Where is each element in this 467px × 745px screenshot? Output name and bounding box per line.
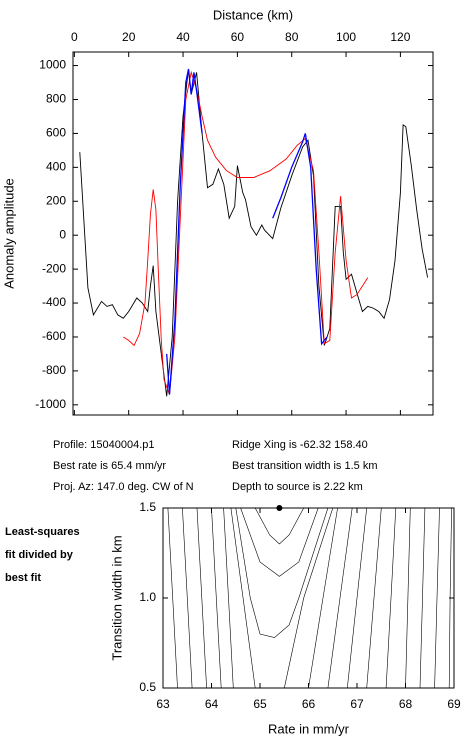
x-tick-label: 60 — [231, 30, 245, 44]
y-tick-label: -400 — [42, 295, 66, 309]
y-tick-label: -600 — [42, 329, 66, 343]
contour-line — [196, 507, 207, 689]
y-axis-label: Transition width in km — [109, 535, 124, 660]
y-tick-label: -800 — [42, 363, 66, 377]
y-tick-label: 0.5 — [139, 680, 156, 694]
x-tick-label: 63 — [156, 697, 170, 711]
contour-line — [327, 507, 353, 689]
series-line — [166, 68, 328, 395]
info-text: Depth to source is 2.22 km — [232, 481, 363, 493]
side-label: Least-squares — [5, 526, 80, 538]
contour-line — [448, 507, 452, 689]
y-tick-label: 1.5 — [139, 500, 156, 514]
y-tick-label: 400 — [46, 160, 66, 174]
x-tick-label: 80 — [285, 30, 299, 44]
contour-line — [405, 507, 411, 689]
y-tick-label: 800 — [46, 92, 66, 106]
x-tick-label: 64 — [205, 697, 219, 711]
series-line — [79, 68, 429, 397]
contour-line — [284, 507, 334, 689]
x-tick-label: 40 — [176, 30, 190, 44]
x-tick-label: 20 — [122, 30, 136, 44]
y-tick-label: -1000 — [35, 397, 66, 411]
info-text: Best transition width is 1.5 km — [232, 460, 378, 472]
contour-line — [182, 507, 193, 689]
contour-line — [385, 507, 397, 689]
y-tick-label: 1.0 — [139, 590, 156, 604]
series-line — [123, 70, 369, 395]
contour-line — [308, 507, 338, 689]
x-axis-label: Distance (km) — [213, 7, 293, 22]
x-tick-label: 65 — [253, 697, 267, 711]
y-tick-label: 200 — [46, 193, 66, 207]
x-axis-label: Rate in mm/yr — [268, 721, 350, 736]
x-tick-label: 66 — [302, 697, 316, 711]
y-tick-label: 600 — [46, 126, 66, 140]
contour-line — [211, 507, 222, 689]
x-tick-label: 120 — [390, 30, 410, 44]
contour-line — [235, 507, 329, 638]
x-tick-label: 67 — [350, 697, 364, 711]
contour-line — [347, 507, 367, 689]
x-tick-label: 0 — [71, 30, 78, 44]
contour-line — [167, 507, 178, 689]
side-label: fit divided by — [5, 549, 74, 561]
plot-frame — [72, 51, 434, 416]
contour-line — [240, 507, 319, 577]
y-tick-label: -200 — [42, 261, 66, 275]
contour-line — [434, 507, 440, 689]
contour-line — [366, 507, 382, 689]
contour-line — [419, 507, 426, 689]
info-text: Best rate is 65.4 mm/yr — [53, 460, 166, 472]
y-axis-label: Anomaly amplitude — [1, 178, 16, 289]
x-tick-label: 68 — [399, 697, 413, 711]
info-text: Proj. Az: 147.0 deg. CW of N — [53, 481, 194, 493]
contour-line — [254, 507, 304, 545]
info-text: Profile: 15040004.p1 — [53, 439, 155, 451]
y-tick-label: 0 — [59, 227, 66, 241]
y-tick-label: 1000 — [39, 58, 66, 72]
side-label: best fit — [5, 572, 41, 584]
best-fit-point — [276, 505, 283, 511]
x-tick-label: 100 — [336, 30, 356, 44]
info-text: Ridge Xing is -62.32 158.40 — [232, 439, 368, 451]
contour-line — [230, 507, 256, 689]
contour-line — [223, 507, 234, 689]
x-tick-label: 69 — [447, 697, 461, 711]
